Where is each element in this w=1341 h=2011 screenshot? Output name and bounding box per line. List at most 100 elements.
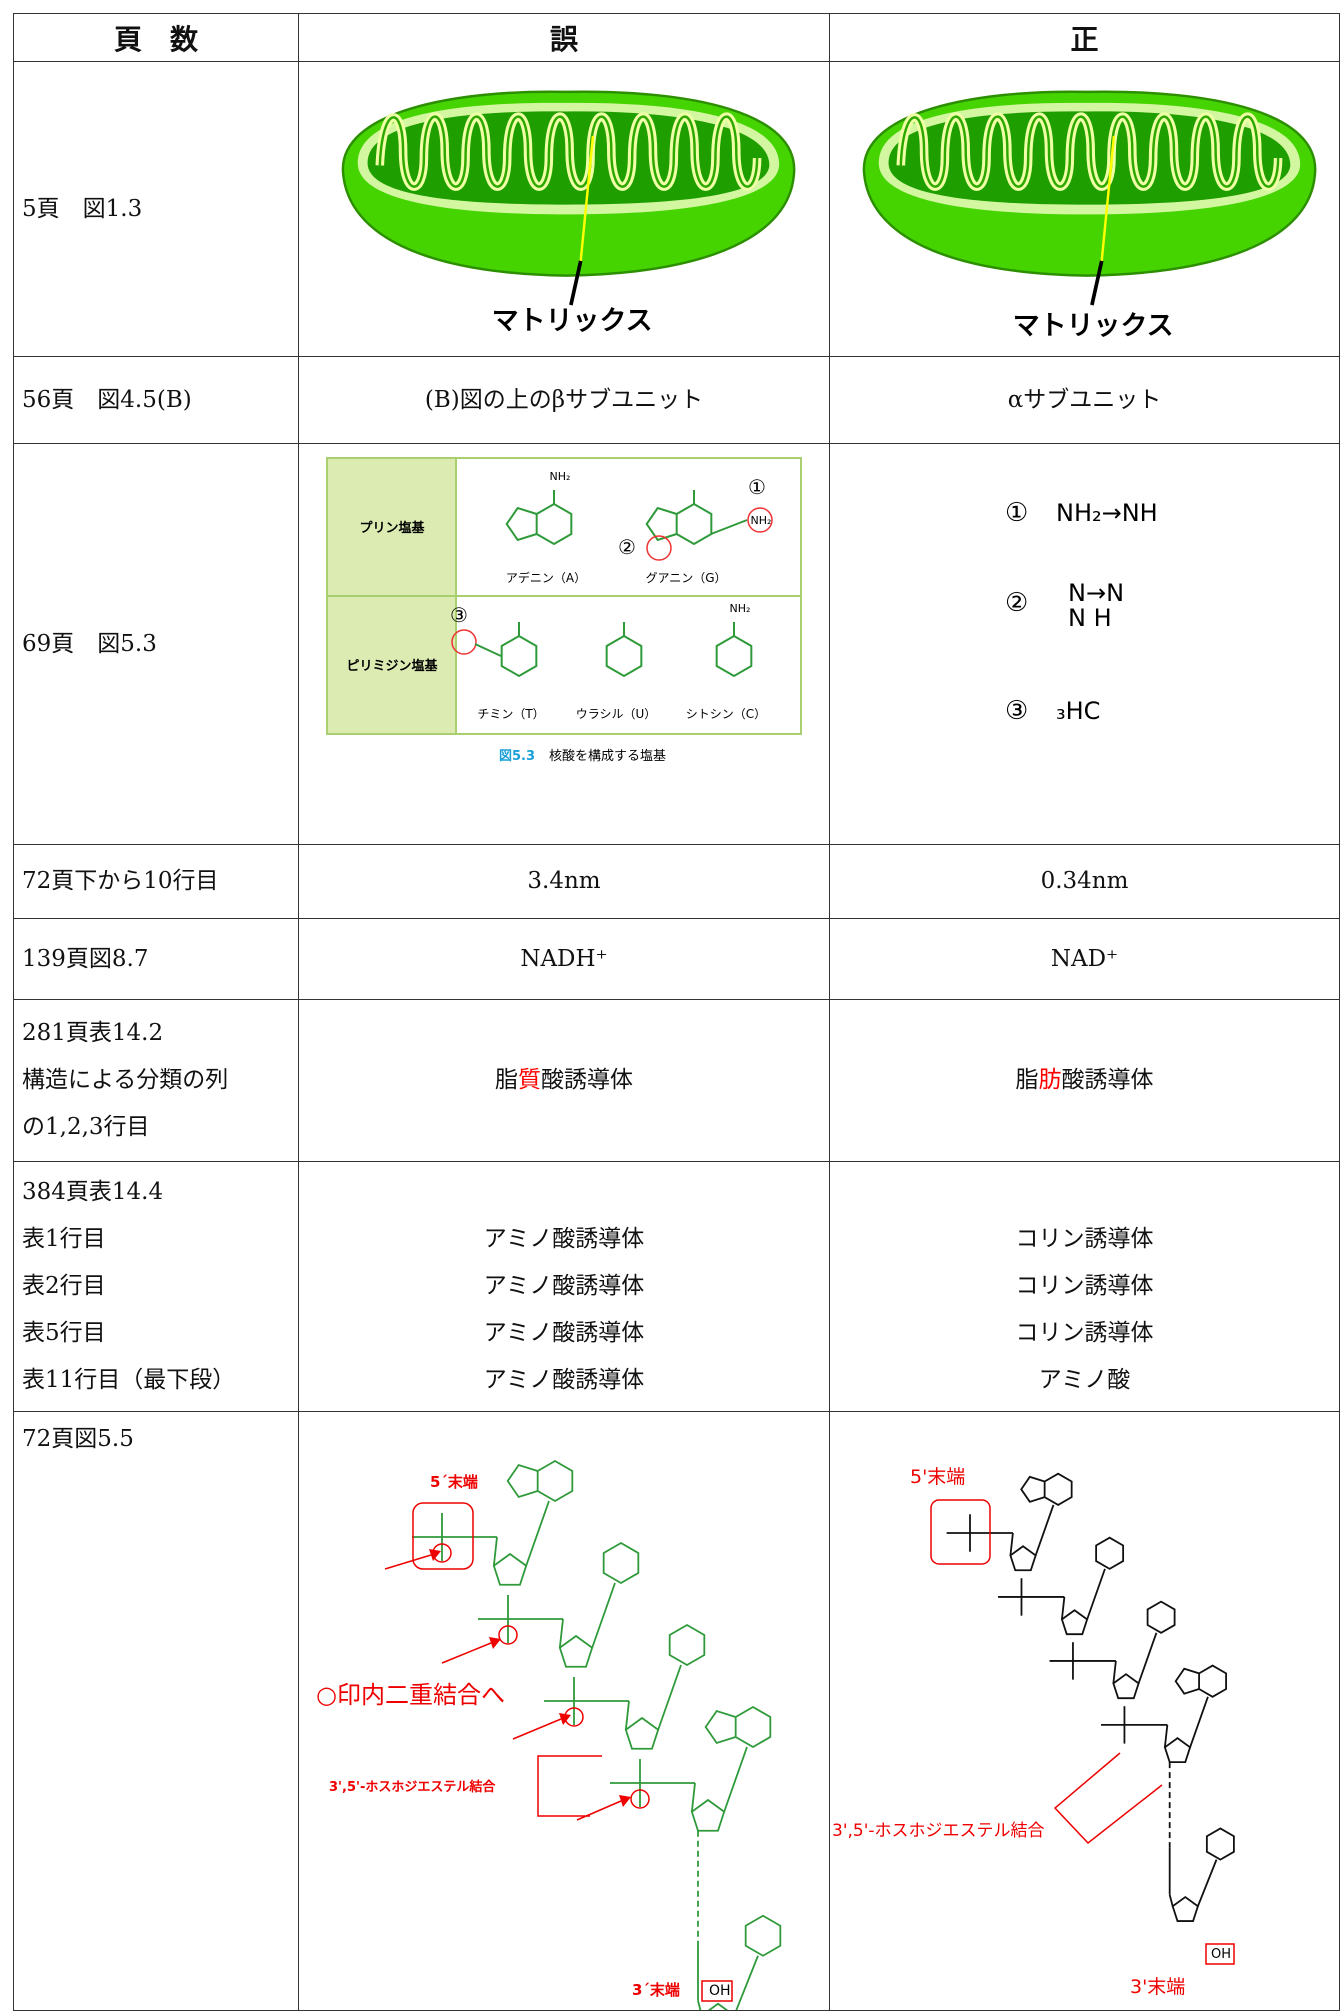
ring [734, 1705, 772, 1748]
substituent [710, 519, 748, 535]
marker: ① [748, 475, 766, 499]
page-line: 72頁下から10行目 [22, 868, 219, 894]
page-cell: 69頁 図5.3 [13, 443, 299, 845]
base-name: チミン（T） [477, 707, 544, 721]
marker: ② [618, 535, 636, 559]
ring [536, 1459, 574, 1502]
bond [1168, 1894, 1174, 1906]
correction-text: ₃HC [1056, 697, 1100, 725]
highlight [747, 507, 773, 533]
cristae-edge [378, 114, 759, 188]
oh-box [701, 1979, 733, 2002]
cell-line: コリン誘導体 [1015, 1273, 1154, 1299]
page-cell: 281頁表14.2 構造による分類の列 の1,2,3行目 [13, 999, 299, 1162]
row: 384頁表14.4 表1行目 表2行目 表5行目 表11行目（最下段） アミノ酸… [13, 1161, 1340, 1412]
ring [605, 634, 643, 678]
correction-text: N H [1068, 604, 1112, 632]
bond [697, 2000, 702, 2010]
mitochondria-figure: マトリックス [862, 89, 1317, 341]
page-line: 281頁表14.2 [22, 1020, 164, 1046]
bond [591, 1582, 616, 1648]
header-row: 頁 数 誤 正 [13, 13, 1340, 62]
cell-line: アミノ酸誘導体 [483, 1320, 645, 1346]
tbody: 頁 数 誤 正 5頁 図1.3 マトリックス マトリックス 56頁 図4.5(B… [13, 13, 1340, 2011]
text-part: 質 [518, 1067, 541, 1093]
header-cell: 頁 数 [13, 13, 299, 62]
pointer [1090, 260, 1104, 305]
ring [704, 1709, 736, 1744]
ring [1020, 1475, 1045, 1503]
note: ○印内二重結合へ [316, 1681, 505, 1709]
base-name: グアニン（G） [645, 571, 726, 585]
ring [1043, 1472, 1073, 1506]
ring [715, 634, 753, 678]
bond [1189, 1696, 1209, 1748]
bond [1163, 1724, 1169, 1747]
ring [1205, 1826, 1235, 1861]
marker: ③ [450, 603, 468, 627]
bond [1112, 1660, 1117, 1683]
amino: NH₂ [550, 470, 571, 483]
page-line: の1,2,3行目 [22, 1114, 150, 1140]
page-cell: 72頁下から10行目 [13, 844, 299, 919]
right-cell: ① NH₂→NH ② N→N N H ③ ₃HC [829, 443, 1340, 845]
arrow-head [559, 1712, 571, 1725]
ring [645, 506, 677, 542]
page-line: 表2行目 [22, 1273, 106, 1299]
bond [558, 1618, 564, 1648]
page-cell: 56頁 図4.5(B) [13, 356, 299, 444]
ring [1095, 1536, 1125, 1570]
sugar [1112, 1672, 1140, 1699]
cell-line: アミノ酸誘導体 [483, 1226, 645, 1252]
page-line: 72頁図5.5 [22, 1426, 134, 1452]
oh-label: OH [709, 1983, 731, 1999]
caption: 核酸を構成する塩基 [549, 748, 666, 764]
highlight-box [930, 1498, 991, 1565]
page-line: 139頁図8.7 [22, 945, 149, 972]
cell-line: アミノ酸誘導体 [483, 1367, 645, 1393]
arrow [441, 1641, 492, 1664]
highlight-box [412, 1501, 474, 1570]
arrow-head [489, 1636, 501, 1649]
highlight [451, 629, 477, 655]
row: 281頁表14.2 構造による分類の列 の1,2,3行目 脂質酸誘導体 脂肪酸誘… [13, 999, 1340, 1162]
bond [723, 1746, 748, 1812]
bond [1009, 1532, 1014, 1556]
highlight [646, 535, 672, 561]
text-part: 酸誘導体 [541, 1067, 633, 1093]
wrong-cell: 5´末端 ○印内二重結合へ 3',5'-ホスホジエステル結合 3´末端 OH [298, 1411, 830, 2011]
wrong-cell: 脂質酸誘導体 [298, 999, 830, 1162]
correction-text: NH₂→NH [1056, 499, 1158, 527]
substituent [474, 643, 502, 657]
bond [1061, 1596, 1066, 1619]
page-line: 構造による分類の列 [22, 1067, 229, 1093]
five-end-label: 5'末端 [910, 1466, 965, 1488]
row: 72頁下から10行目 3.4nm 0.34nm [13, 844, 1340, 919]
row: 139頁図8.7 NADH⁺ NAD⁺ [13, 918, 1340, 1000]
cell-line: コリン誘導体 [1015, 1320, 1154, 1346]
right-cell: NAD⁺ [829, 918, 1340, 1000]
page-cell: 384頁表14.4 表1行目 表2行目 表5行目 表11行目（最下段） [13, 1161, 299, 1412]
arrow-head [619, 1794, 631, 1807]
bond [1086, 1568, 1106, 1620]
sugar [492, 1552, 528, 1586]
ring [602, 1541, 640, 1584]
bond [624, 1700, 630, 1730]
base-name: アデニン（A） [506, 570, 586, 585]
rna-figure: 5´末端 ○印内二重結合へ 3',5'-ホスホジエステル結合 3´末端 OH [316, 1459, 782, 2010]
correction: ① NH₂→NH ② N→N N H ③ ₃HC [1005, 498, 1158, 726]
row: 5頁 図1.3 マトリックス マトリックス [13, 61, 1340, 357]
oh-box [1205, 1942, 1235, 1965]
page-line: 表5行目 [22, 1320, 106, 1346]
sugar [1171, 1895, 1199, 1922]
bond [735, 1954, 759, 2010]
bond [1137, 1632, 1158, 1684]
right-cell: αサブユニット [829, 356, 1340, 444]
highlight [630, 1788, 650, 1809]
ring [506, 1463, 538, 1498]
amino: NH₂ [751, 514, 772, 527]
group-label: ピリミジン塩基 [346, 658, 438, 674]
correction-text: N→N [1068, 579, 1124, 607]
bond [525, 1500, 550, 1566]
oh-label: OH [1211, 1947, 1231, 1962]
